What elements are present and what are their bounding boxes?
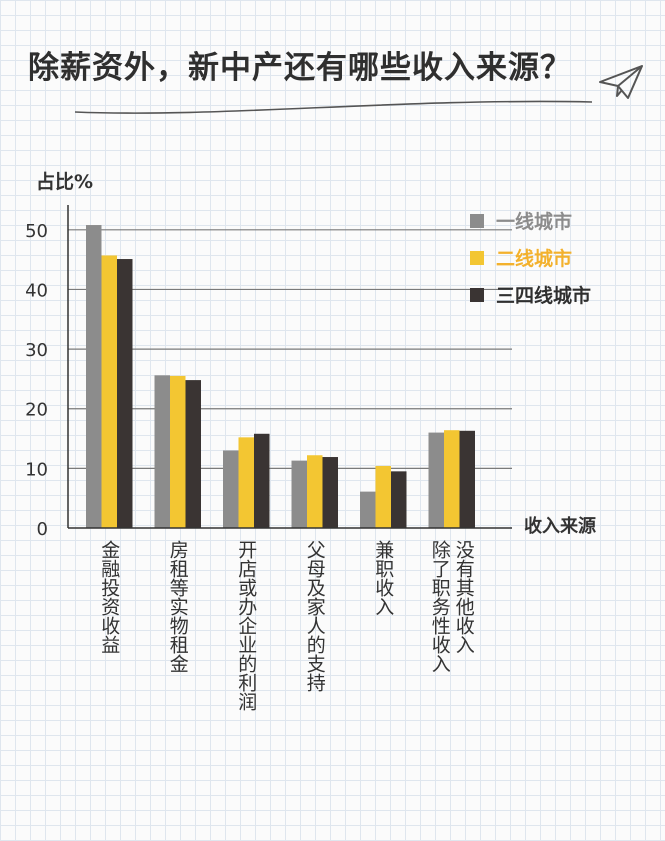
bar xyxy=(154,375,170,528)
bar xyxy=(391,471,407,528)
bar xyxy=(322,457,338,528)
category-label: 父母及家人的支持 xyxy=(303,540,326,692)
y-axis-label: 占比% xyxy=(36,170,93,193)
x-axis-label: 收入来源 xyxy=(524,515,596,537)
bar xyxy=(291,460,307,528)
y-tick-label: 50 xyxy=(25,221,48,242)
legend-label: 二线城市 xyxy=(496,248,573,270)
y-tick-label: 30 xyxy=(25,340,48,361)
legend-item: 一线城市 xyxy=(470,202,591,239)
legend-swatch xyxy=(470,213,484,228)
category-label: 房租等实物租金 xyxy=(166,540,189,673)
y-tick-label: 20 xyxy=(25,400,48,421)
legend: 一线城市二线城市三四线城市 xyxy=(470,202,591,313)
gridlines xyxy=(68,229,512,469)
bar xyxy=(307,455,323,528)
category-label: 金融投资收益 xyxy=(98,540,121,654)
category-label: 开店或办企业的利润 xyxy=(235,540,258,711)
bars xyxy=(86,225,475,528)
bar xyxy=(223,450,239,528)
category-label: 兼职收入 xyxy=(372,540,395,616)
bar xyxy=(444,430,460,528)
bar xyxy=(375,465,391,528)
bar xyxy=(86,225,102,528)
bar xyxy=(101,255,117,528)
paper-plane-icon xyxy=(599,65,643,99)
y-tick-label: 10 xyxy=(25,459,48,480)
legend-item: 二线城市 xyxy=(470,239,591,276)
bar xyxy=(254,433,270,528)
legend-swatch xyxy=(470,250,484,265)
legend-label: 一线城市 xyxy=(496,211,573,233)
legend-swatch xyxy=(470,287,484,302)
category-label: 没有其他收入 除了职务性收入 xyxy=(428,540,475,673)
bar xyxy=(459,430,475,528)
title-underline xyxy=(74,100,593,114)
y-tick-label: 0 xyxy=(37,519,48,540)
bar xyxy=(117,259,133,528)
chart-title: 除薪资外，新中产还有哪些收入来源？ xyxy=(28,50,572,86)
bar xyxy=(185,380,201,528)
bar xyxy=(360,491,376,528)
legend-label: 三四线城市 xyxy=(496,285,592,307)
bar xyxy=(238,437,254,528)
bar xyxy=(170,375,186,528)
bar xyxy=(428,432,444,528)
axes: 0 10 20 30 40 50 xyxy=(25,205,512,540)
legend-item: 三四线城市 xyxy=(470,276,591,313)
y-tick-label: 40 xyxy=(25,280,48,301)
